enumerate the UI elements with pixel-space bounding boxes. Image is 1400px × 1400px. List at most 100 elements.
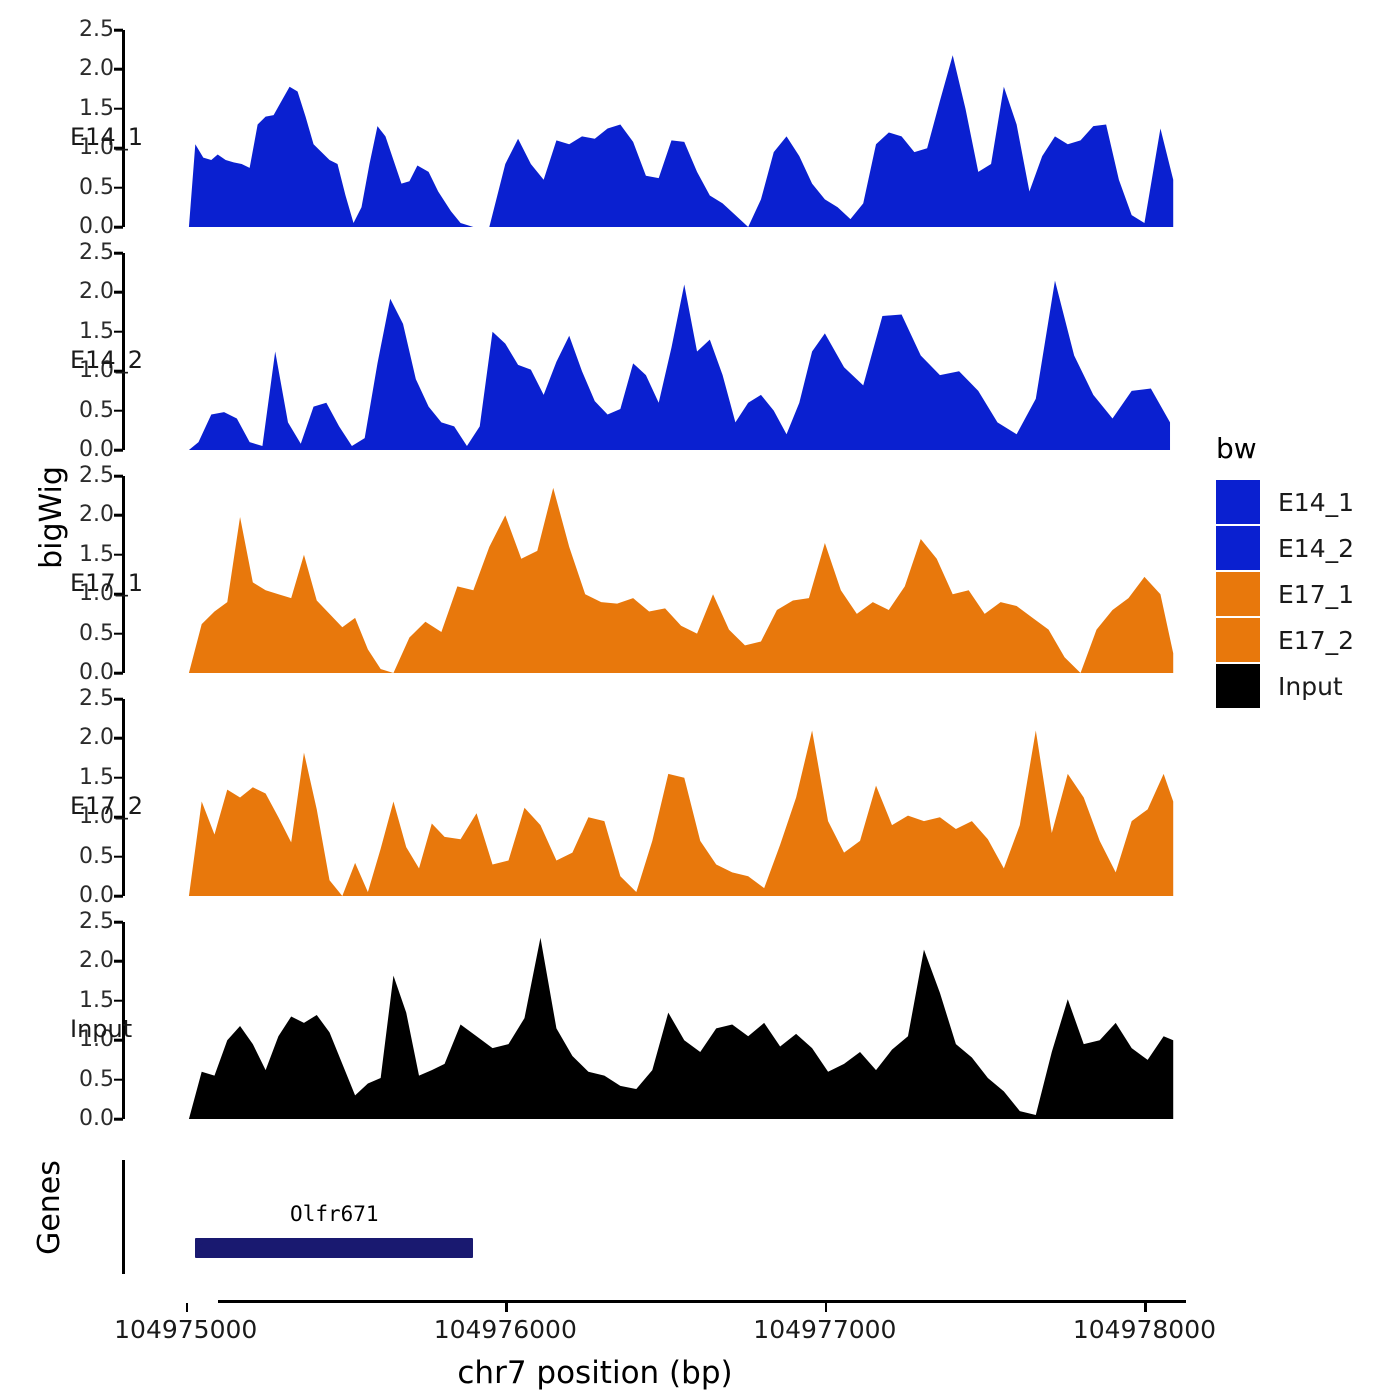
y-tick-label: 0.0 bbox=[79, 1106, 114, 1131]
track-label-e14_1: E14_1 bbox=[70, 122, 143, 151]
y-tick-mark bbox=[114, 671, 123, 675]
y-tick-label: 0.0 bbox=[79, 214, 114, 239]
y-tick-label: 2.0 bbox=[79, 948, 114, 974]
y-tick-mark bbox=[114, 146, 123, 150]
y-tick-marks bbox=[114, 920, 124, 1121]
y-tick-mark bbox=[114, 920, 123, 924]
y-tick-label: 2.5 bbox=[79, 240, 114, 265]
y-tick-label: 1.5 bbox=[79, 318, 114, 344]
y-tick-label: 1.5 bbox=[79, 95, 114, 121]
coverage-plot-area bbox=[125, 30, 1186, 227]
legend-rows: E14_1 E14_2 E17_1 E17_2 Input bbox=[1216, 479, 1386, 709]
y-axis-line bbox=[122, 30, 126, 227]
coverage-panel-e17_2: 0.0 0.5 1.0 1.5 2.0 2.5 bbox=[62, 688, 1186, 907]
y-tick-label: 0.0 bbox=[79, 660, 114, 685]
y-tick-label: 1.0 bbox=[79, 804, 114, 830]
gene-strand-arrow-icon bbox=[196, 1243, 204, 1253]
y-tick-mark bbox=[114, 107, 123, 111]
y-tick-label: 1.0 bbox=[79, 581, 114, 607]
y-tick-marks bbox=[114, 697, 124, 898]
legend-item-e14_1[interactable]: E14_1 bbox=[1216, 479, 1386, 525]
gene-body-bar[interactable] bbox=[195, 1238, 474, 1258]
y-tick-label: 0.5 bbox=[79, 843, 114, 869]
y-axis-line bbox=[122, 476, 126, 673]
y-tick-mark bbox=[114, 68, 123, 71]
y-tick-label: 1.5 bbox=[79, 987, 114, 1013]
coverage-plot-area bbox=[125, 699, 1186, 896]
legend-item-e14_2[interactable]: E14_2 bbox=[1216, 525, 1386, 571]
gene-track-axis-line bbox=[122, 1160, 126, 1274]
legend-item-e17_1[interactable]: E17_1 bbox=[1216, 571, 1386, 617]
y-tick-label: 0.5 bbox=[79, 1066, 114, 1092]
y-tick-labels: 0.0 0.5 1.0 1.5 2.0 2.5 bbox=[62, 242, 114, 461]
y-tick-mark bbox=[114, 776, 123, 780]
coverage-plot-area bbox=[125, 922, 1186, 1119]
x-axis-line bbox=[218, 1300, 1186, 1304]
y-tick-label: 1.5 bbox=[79, 541, 114, 567]
y-tick-mark bbox=[114, 592, 123, 596]
y-tick-label: 2.5 bbox=[79, 909, 114, 934]
track-label-e14_2: E14_2 bbox=[70, 345, 143, 374]
y-axis-title: bigWig bbox=[0, 466, 69, 569]
y-tick-marks bbox=[114, 474, 124, 675]
track-label-e17_2: E17_2 bbox=[70, 791, 143, 820]
y-tick-mark bbox=[114, 632, 123, 635]
y-tick-mark bbox=[114, 894, 123, 898]
y-tick-labels: 0.0 0.5 1.0 1.5 2.0 2.5 bbox=[62, 688, 114, 907]
coverage-plot-area bbox=[125, 253, 1186, 450]
x-tick-label: 104976000 bbox=[433, 1315, 577, 1344]
legend-swatch bbox=[1216, 480, 1260, 524]
y-tick-mark bbox=[114, 369, 123, 373]
y-tick-mark bbox=[114, 855, 123, 858]
y-tick-label: 1.0 bbox=[79, 135, 114, 161]
legend-swatch bbox=[1216, 664, 1260, 708]
y-tick-mark bbox=[114, 28, 123, 32]
y-tick-mark bbox=[114, 291, 123, 294]
x-tick-mark bbox=[824, 1303, 828, 1312]
coverage-panel-e17_1: 0.0 0.5 1.0 1.5 2.0 2.5 bbox=[62, 465, 1186, 684]
y-tick-mark bbox=[114, 1117, 123, 1121]
x-tick-label: 104977000 bbox=[753, 1315, 897, 1344]
y-tick-labels: 0.0 0.5 1.0 1.5 2.0 2.5 bbox=[62, 911, 114, 1130]
y-tick-label: 1.0 bbox=[79, 358, 114, 384]
legend-item-e17_2[interactable]: E17_2 bbox=[1216, 617, 1386, 663]
y-tick-label: 2.5 bbox=[79, 686, 114, 711]
y-tick-marks bbox=[114, 251, 124, 452]
y-tick-label: 2.0 bbox=[79, 725, 114, 751]
legend-swatch bbox=[1216, 572, 1260, 616]
y-tick-mark bbox=[114, 225, 123, 229]
y-axis-line bbox=[122, 699, 126, 896]
y-tick-label: 0.0 bbox=[79, 437, 114, 462]
y-tick-mark bbox=[114, 697, 123, 701]
coverage-panel-e14_1: 0.0 0.5 1.0 1.5 2.0 2.5 bbox=[62, 19, 1186, 238]
legend-label: E14_2 bbox=[1278, 533, 1355, 563]
legend-title: bw bbox=[1216, 432, 1257, 465]
legend-label: E17_2 bbox=[1278, 625, 1355, 655]
y-tick-mark bbox=[114, 737, 123, 740]
y-tick-label: 0.5 bbox=[79, 620, 114, 646]
legend-item-input[interactable]: Input bbox=[1216, 663, 1386, 709]
y-tick-mark bbox=[114, 960, 123, 963]
x-axis-title: chr7 position (bp) bbox=[457, 1355, 733, 1391]
x-tick-label: 104978000 bbox=[1072, 1315, 1217, 1344]
y-tick-label: 0.0 bbox=[79, 883, 114, 908]
y-tick-label: 0.5 bbox=[79, 397, 114, 423]
y-tick-mark bbox=[114, 448, 123, 452]
y-tick-label: 1.5 bbox=[79, 764, 114, 790]
coverage-plot-area bbox=[125, 476, 1186, 673]
legend-label: E14_1 bbox=[1278, 487, 1355, 517]
track-label-e17_1: E17_1 bbox=[70, 568, 143, 597]
y-axis-line bbox=[122, 253, 126, 450]
y-tick-labels: 0.0 0.5 1.0 1.5 2.0 2.5 bbox=[62, 19, 114, 238]
gene-label: Olfr671 bbox=[290, 1202, 379, 1226]
y-tick-mark bbox=[114, 553, 123, 557]
legend-label: E17_1 bbox=[1278, 579, 1355, 609]
y-tick-labels: 0.0 0.5 1.0 1.5 2.0 2.5 bbox=[62, 465, 114, 684]
legend-swatch bbox=[1216, 526, 1260, 570]
y-tick-label: 2.0 bbox=[79, 56, 114, 82]
y-tick-mark bbox=[114, 409, 123, 412]
x-tick-label: 104975000 bbox=[114, 1315, 258, 1344]
x-tick-mark bbox=[505, 1303, 508, 1312]
y-tick-label: 2.0 bbox=[79, 502, 114, 528]
